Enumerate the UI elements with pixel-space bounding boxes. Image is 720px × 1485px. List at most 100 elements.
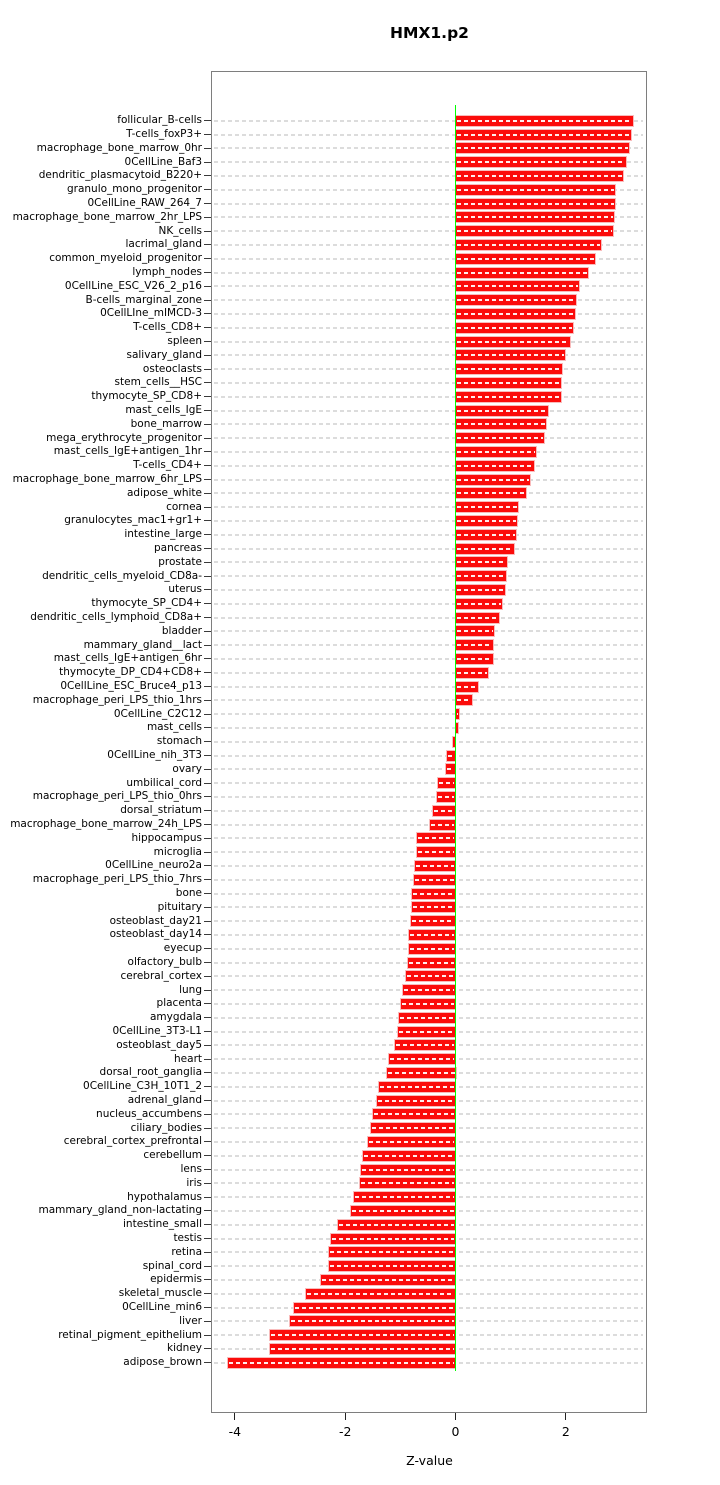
category-label: microglia	[153, 845, 202, 858]
row-gridline	[214, 299, 643, 302]
category-tick	[203, 327, 211, 329]
row-gridline	[214, 230, 643, 233]
category-tick	[203, 161, 211, 163]
category-label: amygdala	[150, 1011, 202, 1024]
category-tick	[203, 837, 211, 839]
category-label: eyecup	[163, 942, 202, 955]
category-label: macrophage_peri_LPS_thio_1hrs	[32, 693, 202, 706]
category-label: iris	[186, 1176, 202, 1189]
category-label: ovary	[172, 762, 202, 775]
category-label: epidermis	[150, 1273, 202, 1286]
category-tick	[203, 520, 211, 522]
category-tick	[203, 824, 211, 825]
category-label: cerebral_cortex	[120, 969, 202, 982]
category-tick	[203, 465, 211, 467]
row-gridline	[214, 147, 643, 150]
bar	[349, 1204, 457, 1217]
category-label: B-cells_marginal_zone	[85, 293, 202, 306]
category-label: ciliary_bodies	[130, 1121, 202, 1134]
category-label: 0CellLine_ESC_V26_2_p16	[64, 279, 202, 292]
category-tick	[203, 216, 211, 218]
category-label: spinal_cord	[142, 1259, 202, 1272]
bar	[454, 156, 628, 169]
row-gridline	[214, 312, 643, 315]
category-label: cornea	[166, 500, 202, 513]
row-gridline	[214, 216, 643, 219]
bar	[454, 694, 474, 707]
category-tick	[203, 851, 211, 853]
category-label: retina	[171, 1245, 202, 1258]
row-gridline	[214, 257, 643, 260]
row-gridline	[214, 616, 643, 619]
category-label: pituitary	[157, 900, 202, 913]
category-label: bone_marrow	[130, 417, 202, 430]
bar	[454, 680, 479, 693]
category-tick	[203, 1141, 211, 1143]
row-gridline	[214, 795, 643, 798]
category-label: salivary_gland	[126, 348, 202, 361]
bar	[359, 1163, 457, 1176]
row-gridline	[214, 271, 643, 274]
category-label: dendritic_plasmacytoid_B220+	[38, 169, 202, 182]
bar	[454, 280, 581, 293]
category-label: lacrimal_gland	[125, 238, 202, 251]
category-tick	[203, 1238, 211, 1239]
row-gridline	[214, 533, 643, 536]
bar	[445, 749, 457, 762]
row-gridline	[214, 174, 643, 177]
bar	[408, 928, 457, 941]
bar	[454, 721, 460, 734]
bar	[454, 473, 531, 486]
category-tick	[203, 768, 211, 770]
category-label: hypothalamus	[127, 1190, 202, 1203]
x-axis-tick	[234, 1413, 236, 1420]
category-label: uterus	[168, 583, 202, 596]
row-gridline	[214, 671, 643, 674]
category-tick	[203, 989, 211, 991]
category-tick	[203, 203, 211, 204]
row-gridline	[214, 478, 643, 481]
row-gridline	[214, 395, 643, 398]
bar	[454, 266, 590, 279]
category-tick	[203, 189, 211, 191]
category-label: mast_cells	[146, 721, 202, 734]
category-label: skeletal_muscle	[118, 1287, 202, 1300]
category-label: prostate	[158, 555, 202, 568]
category-tick	[203, 561, 211, 563]
bar	[353, 1191, 457, 1204]
bar	[437, 777, 457, 790]
row-gridline	[214, 188, 643, 191]
category-label: osteoblast_day14	[109, 928, 202, 941]
category-tick	[203, 1127, 211, 1129]
category-tick	[203, 1017, 211, 1019]
bar	[328, 1246, 457, 1259]
bar	[397, 1011, 457, 1024]
bar	[436, 790, 457, 803]
row-gridline	[214, 450, 643, 453]
row-gridline	[214, 368, 643, 371]
category-tick	[203, 382, 211, 384]
bar	[377, 1080, 457, 1093]
row-gridline	[214, 809, 643, 812]
bar	[454, 652, 494, 665]
category-label: stem_cells__HSC	[114, 376, 202, 389]
bar	[454, 570, 508, 583]
category-label: olfactory_bulb	[127, 956, 202, 968]
category-label: 0CellLine_C2C12	[113, 707, 202, 720]
bar	[337, 1218, 457, 1231]
bar	[454, 708, 461, 721]
bar	[432, 804, 457, 817]
bar	[454, 611, 500, 624]
bar	[327, 1260, 457, 1273]
bar	[397, 1025, 457, 1038]
category-tick	[203, 975, 211, 977]
category-label: NK_cells	[158, 224, 202, 237]
category-label: 0CellLine_neuro2a	[105, 859, 202, 872]
category-label: 0CellLine_ESC_Bruce4_p13	[60, 680, 202, 692]
category-label: umbilical_cord	[126, 776, 202, 789]
category-tick	[203, 479, 211, 480]
zero-reference-line	[454, 105, 457, 1371]
category-label: 0CellLine_min6	[122, 1301, 202, 1313]
bar	[367, 1135, 457, 1148]
